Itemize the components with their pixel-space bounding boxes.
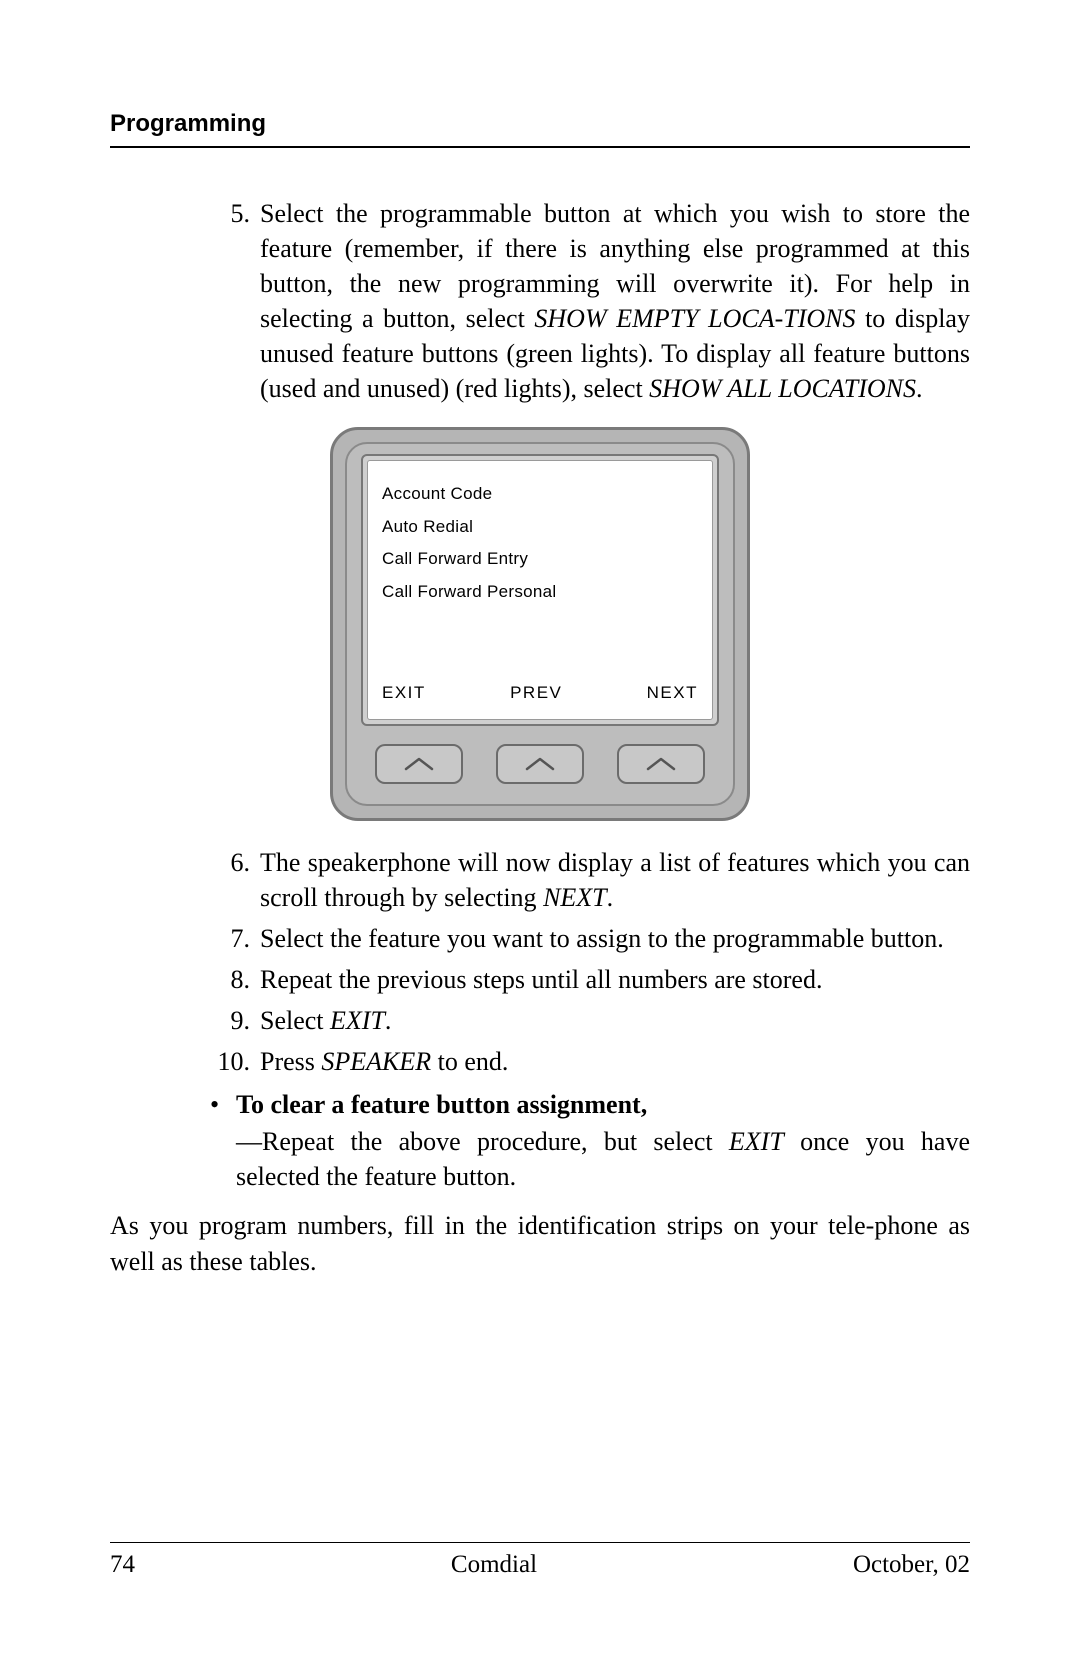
step-8: 8. Repeat the previous steps until all n… [210, 962, 970, 997]
screen-line-0: Account Code [382, 483, 698, 506]
step-6: 6. The speakerphone will now display a l… [210, 845, 970, 915]
step-8-number: 8. [210, 962, 260, 997]
step-6-text: The speakerphone will now display a list… [260, 845, 970, 915]
step-9-pre: Select [260, 1006, 330, 1035]
softkey-next: NEXT [647, 682, 698, 705]
bullet-sub-cmd: EXIT [729, 1127, 784, 1156]
step-9-number: 9. [210, 1003, 260, 1038]
bullet-block: • To clear a feature button assignment, … [210, 1087, 970, 1194]
step-9-post: . [385, 1006, 392, 1035]
step-9: 9. Select EXIT. [210, 1003, 970, 1038]
screen-line-1: Auto Redial [382, 516, 698, 539]
screen-line-2: Call Forward Entry [382, 548, 698, 571]
device-inner-bezel: Account Code Auto Redial Call Forward En… [345, 442, 735, 806]
bullet-sub-pre: —Repeat the above procedure, but select [236, 1127, 729, 1156]
step-10-cmd: SPEAKER [321, 1047, 431, 1076]
step-9-text: Select EXIT. [260, 1003, 970, 1038]
step-5-cmd1: SHOW EMPTY LOCA-TIONS [534, 304, 855, 333]
page-number: 74 [110, 1551, 135, 1579]
step-10-pre: Press [260, 1047, 321, 1076]
chevron-up-icon [523, 755, 557, 773]
step-5-post: . [916, 374, 923, 403]
softkey-exit: EXIT [382, 682, 426, 705]
step-7: 7. Select the feature you want to assign… [210, 921, 970, 956]
step-6-post: . [607, 883, 614, 912]
step-7-text: Select the feature you want to assign to… [260, 921, 970, 956]
step-5-cmd2: SHOW ALL LOCATIONS [649, 374, 916, 403]
step-6-cmd: NEXT [543, 883, 607, 912]
footer-date: October, 02 [853, 1551, 970, 1579]
hardware-button-row [361, 744, 719, 788]
step-10: 10. Press SPEAKER to end. [210, 1044, 970, 1079]
footer-center: Comdial [451, 1551, 537, 1579]
bullet-head: • To clear a feature button assignment, [210, 1087, 970, 1122]
device-outer-bezel: Account Code Auto Redial Call Forward En… [330, 427, 750, 821]
body-text: 5. Select the programmable button at whi… [110, 196, 970, 1279]
section-header: Programming [110, 110, 970, 148]
softkey-prev: PREV [510, 682, 562, 705]
step-5-text: Select the programmable button at which … [260, 196, 970, 407]
step-8-text: Repeat the previous steps until all numb… [260, 962, 970, 997]
bullet-sub: —Repeat the above procedure, but select … [236, 1124, 970, 1194]
step-10-post: to end. [431, 1047, 508, 1076]
section-title: Programming [110, 110, 266, 137]
hw-button-right [617, 744, 705, 784]
device-screen: Account Code Auto Redial Call Forward En… [367, 460, 713, 720]
hw-button-center [496, 744, 584, 784]
device-illustration: Account Code Auto Redial Call Forward En… [110, 427, 970, 821]
page-footer: 74 Comdial October, 02 [110, 1542, 970, 1579]
closing-paragraph: As you program numbers, fill in the iden… [110, 1208, 970, 1278]
step-6-number: 6. [210, 845, 260, 915]
step-5-number: 5. [210, 196, 260, 407]
step-5: 5. Select the programmable button at whi… [210, 196, 970, 407]
screen-surround: Account Code Auto Redial Call Forward En… [361, 454, 719, 726]
step-9-cmd: EXIT [330, 1006, 385, 1035]
bullet-title: To clear a feature button assignment, [236, 1087, 647, 1122]
step-10-number: 10. [210, 1044, 260, 1079]
step-7-number: 7. [210, 921, 260, 956]
softkey-row: EXIT PREV NEXT [382, 682, 698, 705]
hw-button-left [375, 744, 463, 784]
chevron-up-icon [644, 755, 678, 773]
chevron-up-icon [402, 755, 436, 773]
screen-line-3: Call Forward Personal [382, 581, 698, 604]
step-6-pre: The speakerphone will now display a list… [260, 848, 970, 912]
step-10-text: Press SPEAKER to end. [260, 1044, 970, 1079]
bullet-dot: • [210, 1087, 236, 1122]
